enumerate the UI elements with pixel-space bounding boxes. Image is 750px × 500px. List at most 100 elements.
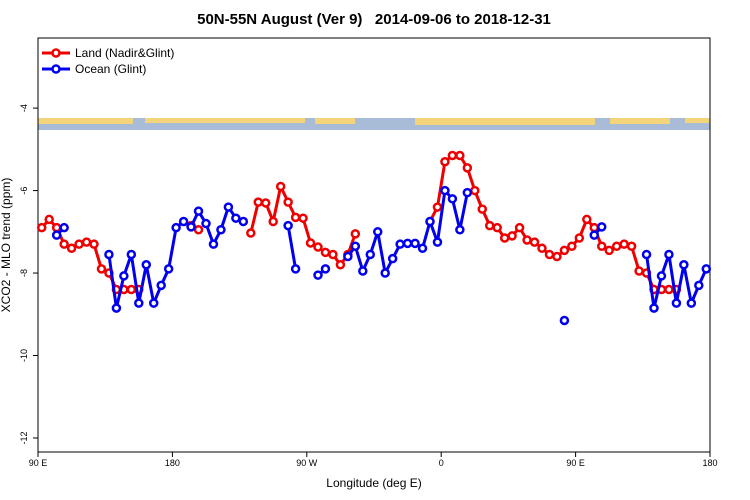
point — [66, 243, 77, 254]
point — [193, 224, 204, 235]
point — [447, 150, 458, 161]
point — [350, 229, 361, 239]
point — [305, 238, 316, 248]
point — [402, 238, 413, 249]
point — [380, 268, 390, 278]
point — [201, 218, 211, 229]
point — [574, 233, 585, 243]
point — [619, 239, 629, 249]
point — [59, 239, 69, 249]
point — [36, 222, 47, 233]
point — [596, 241, 607, 251]
point — [559, 315, 570, 326]
point — [462, 163, 473, 173]
point — [679, 260, 689, 270]
x-axis-label: Longitude (deg E) — [326, 476, 421, 490]
x-tick-label: 90 W — [296, 458, 318, 468]
point — [178, 216, 189, 227]
point — [335, 260, 346, 270]
point — [701, 264, 712, 274]
point — [246, 228, 256, 238]
point — [89, 239, 99, 249]
point — [544, 249, 555, 260]
point — [671, 298, 682, 308]
point — [134, 298, 144, 308]
point — [477, 204, 488, 214]
point — [499, 233, 510, 243]
point — [455, 150, 465, 161]
legend-marker — [51, 64, 61, 74]
point — [216, 224, 226, 235]
point — [582, 214, 592, 225]
legend-marker — [51, 48, 61, 58]
point — [156, 280, 166, 291]
point — [604, 245, 614, 256]
point — [320, 247, 331, 258]
point — [328, 249, 338, 260]
legend-label: Ocean (Glint) — [75, 62, 146, 76]
point — [74, 239, 84, 249]
y-tick-label: -6 — [19, 187, 29, 195]
legend-label: Land (Nadir&Glint) — [75, 46, 174, 60]
point — [529, 237, 540, 247]
point — [410, 238, 420, 249]
point — [208, 239, 219, 249]
point — [275, 181, 286, 192]
point — [455, 224, 465, 235]
point — [253, 197, 264, 207]
point — [290, 264, 301, 274]
point — [163, 264, 174, 274]
point — [432, 202, 443, 212]
point — [559, 245, 570, 256]
land-ocean-strip — [38, 118, 710, 130]
point — [492, 222, 502, 233]
point — [634, 266, 644, 276]
y-tick-label: -8 — [19, 269, 29, 277]
x-tick-label: 90 E — [29, 458, 48, 468]
plot-frame — [37, 37, 711, 453]
point — [470, 185, 480, 196]
point — [365, 249, 376, 260]
point — [664, 284, 674, 295]
y-axis-label: XCO2 - MLO trend (ppm) — [0, 178, 13, 313]
point — [111, 303, 122, 313]
point — [171, 222, 181, 233]
point — [260, 198, 271, 208]
point — [193, 206, 204, 216]
x-tick-label: 180 — [702, 458, 717, 468]
point — [626, 241, 637, 251]
point — [104, 249, 114, 260]
point — [343, 251, 353, 262]
point — [522, 235, 532, 245]
point — [440, 185, 450, 196]
point — [268, 216, 278, 227]
point — [656, 271, 667, 281]
point — [148, 298, 159, 308]
x-tick-label: 0 — [439, 458, 444, 468]
point — [126, 249, 137, 260]
point — [320, 264, 331, 274]
point — [358, 266, 368, 276]
point — [387, 253, 398, 264]
point — [462, 187, 473, 198]
point — [589, 230, 600, 240]
point — [447, 194, 458, 204]
point — [51, 222, 62, 233]
point — [298, 213, 308, 223]
point — [589, 222, 600, 233]
point — [223, 202, 234, 212]
point — [395, 239, 405, 249]
point — [611, 241, 622, 251]
point — [372, 227, 383, 237]
point — [283, 197, 293, 207]
y-tick-label: -12 — [19, 431, 29, 444]
point — [649, 303, 659, 313]
chart-title: 50N-55N August (Ver 9) 2014-09-06 to 201… — [197, 11, 551, 28]
point — [290, 212, 301, 223]
y-tick-label: -4 — [19, 104, 29, 112]
point — [432, 237, 443, 247]
point — [119, 271, 129, 281]
point — [96, 264, 107, 274]
point — [552, 251, 562, 262]
